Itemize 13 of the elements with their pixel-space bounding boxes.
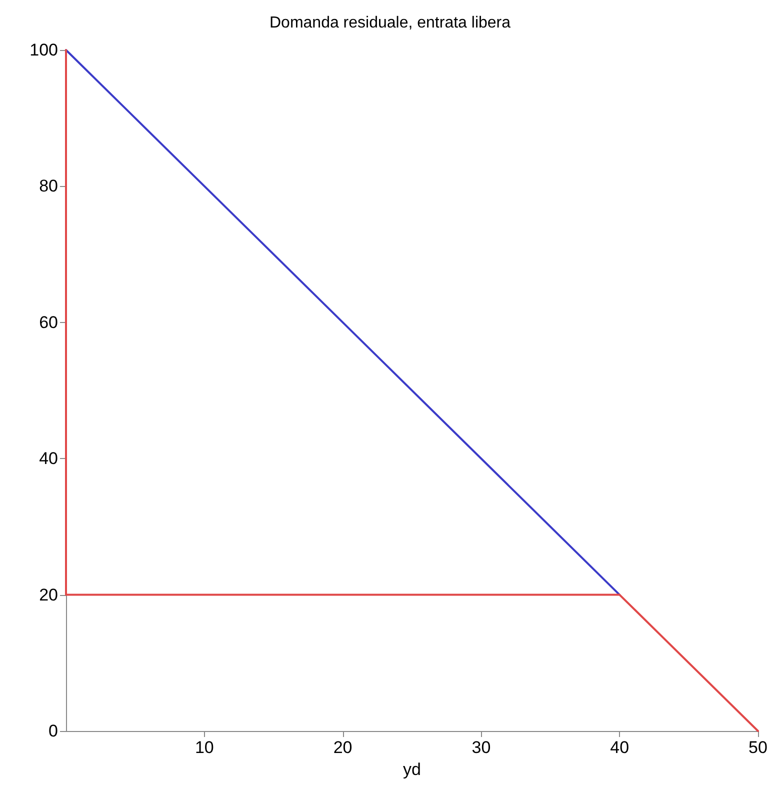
x-tick-label: 40 bbox=[610, 738, 630, 757]
x-tick-label: 20 bbox=[333, 738, 352, 757]
y-tick-label: 20 bbox=[39, 585, 58, 604]
x-axis-title: yd bbox=[403, 760, 421, 779]
y-tick-label: 40 bbox=[39, 449, 58, 468]
x-tick-label: 50 bbox=[748, 738, 768, 757]
y-tick-label: 0 bbox=[48, 722, 58, 740]
chart-title: Domanda residuale, entrata libera bbox=[269, 14, 511, 32]
x-tick-label: 30 bbox=[472, 738, 491, 757]
y-tick-label: 60 bbox=[39, 312, 58, 332]
x-tick-label: 10 bbox=[194, 738, 214, 757]
y-tick-label: 100 bbox=[30, 40, 58, 60]
y-tick-label: 80 bbox=[39, 176, 58, 196]
